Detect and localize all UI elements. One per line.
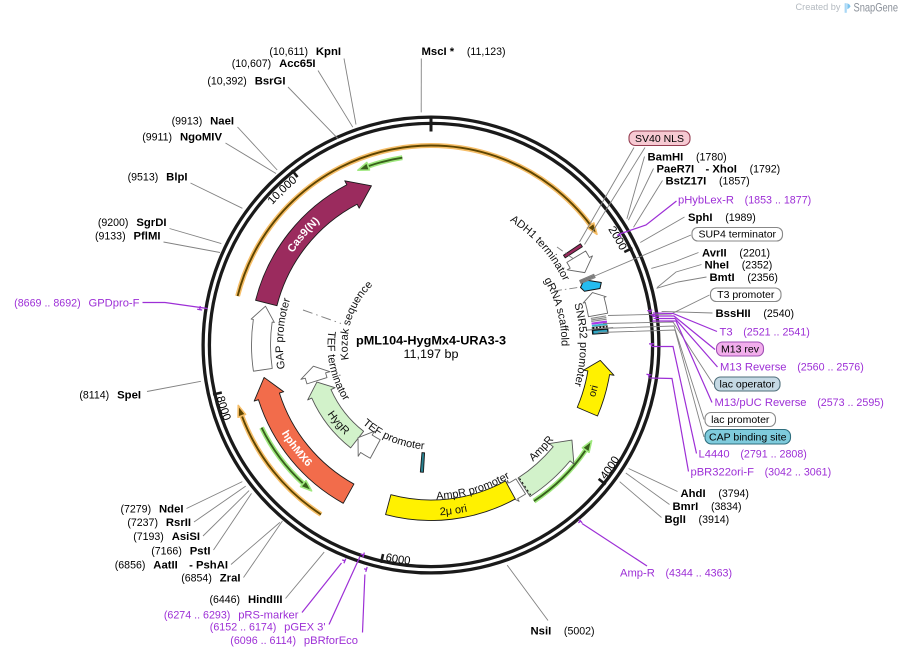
svg-text:ori: ori: [586, 384, 601, 398]
svg-text:gRNA scaffold: gRNA scaffold: [541, 275, 570, 346]
svg-text:SUP4 terminator: SUP4 terminator: [698, 229, 776, 241]
svg-text:pML104-HygMx4-URA3-3: pML104-HygMx4-URA3-3: [356, 334, 506, 348]
svg-text:BstZ17I (1857): BstZ17I (1857): [666, 176, 750, 188]
svg-text:(7166) PstI: (7166) PstI: [151, 546, 210, 558]
svg-text:(6446) HindIII: (6446) HindIII: [209, 594, 282, 606]
svg-text:(10,607) Acc65I: (10,607) Acc65I: [232, 58, 316, 70]
svg-text:T3 (2521 .. 2541): T3 (2521 .. 2541): [720, 327, 810, 339]
svg-text:(6096 .. 6114) pBRforEco: (6096 .. 6114) pBRforEco: [230, 635, 358, 647]
svg-text:(6274 .. 6293) pRS-marker: (6274 .. 6293) pRS-marker: [164, 610, 299, 622]
svg-text:(7279) NdeI: (7279) NdeI: [120, 504, 183, 516]
svg-text:(6152 .. 6174) pGEX 3': (6152 .. 6174) pGEX 3': [210, 622, 326, 634]
svg-text:(6856) AatII - PshAI: (6856) AatII - PshAI: [115, 560, 228, 572]
svg-text:BglI (3914): BglI (3914): [665, 514, 730, 526]
svg-text:6000: 6000: [385, 552, 411, 568]
svg-text:Amp-R (4344 .. 4363): Amp-R (4344 .. 4363): [620, 568, 732, 580]
svg-text:SNR52 promoter: SNR52 promoter: [571, 302, 589, 389]
svg-text:PaeR7I - XhoI (1792): PaeR7I - XhoI (1792): [657, 164, 781, 176]
svg-text:ADH1 terminator: ADH1 terminator: [508, 213, 572, 283]
svg-text:(9911) NgoMIV: (9911) NgoMIV: [142, 132, 222, 144]
svg-text:(9513) BlpI: (9513) BlpI: [128, 172, 188, 184]
svg-text:AhdI (3794): AhdI (3794): [681, 488, 749, 500]
svg-text:2μ ori: 2μ ori: [439, 503, 468, 519]
svg-text:(9133) PflMI: (9133) PflMI: [95, 231, 161, 243]
svg-text:(9200) SgrDI: (9200) SgrDI: [98, 217, 167, 229]
svg-text:SnapGene: SnapGene: [854, 0, 899, 14]
svg-text:GAP promoter: GAP promoter: [274, 296, 293, 370]
svg-text:CAP binding site: CAP binding site: [709, 432, 787, 444]
svg-text:MscI * (11,123): MscI * (11,123): [422, 46, 506, 58]
svg-text:(7237) RsrII: (7237) RsrII: [127, 517, 191, 529]
svg-text:4000: 4000: [598, 454, 622, 481]
svg-text:lac promoter: lac promoter: [711, 414, 770, 426]
svg-text:SphI (1989): SphI (1989): [688, 212, 756, 224]
svg-text:(6854) ZraI: (6854) ZraI: [181, 573, 240, 585]
svg-text:(9913) NaeI: (9913) NaeI: [172, 116, 234, 128]
svg-text:AvrII (2201): AvrII (2201): [702, 248, 770, 260]
svg-text:NheI (2352): NheI (2352): [705, 260, 773, 272]
svg-text:pHybLex-R (1853 .. 1877): pHybLex-R (1853 .. 1877): [678, 195, 811, 207]
svg-text:(10,611) KpnI: (10,611) KpnI: [269, 46, 341, 58]
svg-text:M13 Reverse (2560 .. 2576): M13 Reverse (2560 .. 2576): [720, 362, 864, 374]
svg-text:L4440 (2791 .. 2808): L4440 (2791 .. 2808): [699, 449, 807, 461]
svg-text:(10,392) BsrGI: (10,392) BsrGI: [207, 76, 285, 88]
svg-text:(8114) SpeI: (8114) SpeI: [79, 390, 141, 402]
svg-text:M13/pUC Reverse (2573 .. 2595: M13/pUC Reverse (2573 .. 2595): [715, 397, 884, 409]
svg-text:BamHI (1780): BamHI (1780): [648, 152, 727, 164]
svg-text:BmtI (2356): BmtI (2356): [710, 272, 778, 284]
svg-text:11,197 bp: 11,197 bp: [404, 349, 459, 361]
svg-text:NsiI (5002): NsiI (5002): [531, 626, 595, 638]
svg-text:pBR322ori-F (3042 .. 3061): pBR322ori-F (3042 .. 3061): [691, 467, 832, 479]
svg-text:SV40 NLS: SV40 NLS: [635, 133, 684, 145]
svg-text:(7193) AsiSI: (7193) AsiSI: [133, 531, 200, 543]
svg-text:T3 promoter: T3 promoter: [717, 289, 775, 301]
svg-text:M13 rev: M13 rev: [721, 344, 760, 356]
svg-text:BssHII (2540): BssHII (2540): [716, 308, 795, 320]
svg-text:Created by: Created by: [796, 2, 841, 12]
svg-text:BmrI (3834): BmrI (3834): [673, 501, 742, 513]
svg-text:lac operator: lac operator: [720, 379, 776, 391]
svg-text:Kozak sequence: Kozak sequence: [338, 279, 375, 361]
svg-text:(8669 .. 8692) GPDpro-F: (8669 .. 8692) GPDpro-F: [14, 298, 140, 310]
